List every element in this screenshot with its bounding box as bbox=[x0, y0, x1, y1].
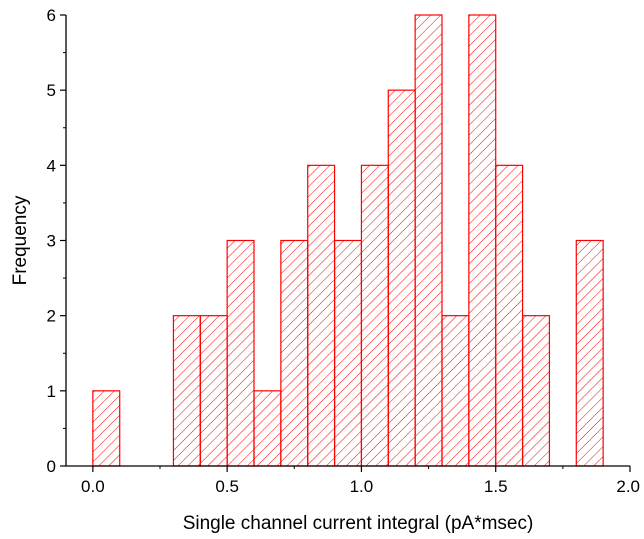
x-tick-label-1: 0.5 bbox=[215, 477, 239, 496]
bars-group bbox=[92, 14, 604, 467]
x-tick-label-0: 0.0 bbox=[81, 477, 105, 496]
y-tick-label-4: 4 bbox=[47, 156, 56, 175]
y-tick-label-6: 6 bbox=[47, 6, 56, 25]
y-tick-label-3: 3 bbox=[47, 232, 56, 251]
histogram-bar-4 bbox=[199, 315, 228, 467]
y-tick-label-0: 0 bbox=[47, 457, 56, 476]
histogram-bar-7 bbox=[280, 239, 309, 467]
histogram-bar-3 bbox=[172, 315, 201, 467]
ticks-group: 0 1 2 3 4 5 6 0.0 0.5 1.0 1.5 2.0 bbox=[47, 6, 640, 496]
x-tick-label-4: 2.0 bbox=[616, 477, 640, 496]
histogram-bar-14 bbox=[468, 14, 497, 467]
histogram-bar-8 bbox=[307, 164, 336, 467]
histogram-bar-6 bbox=[253, 390, 282, 467]
histogram-bar-10 bbox=[360, 164, 389, 467]
y-tick-label-1: 1 bbox=[47, 382, 56, 401]
y-axis-label: Frequency bbox=[10, 195, 31, 285]
histogram-bar-16 bbox=[521, 315, 551, 467]
histogram-bar-5 bbox=[226, 239, 255, 467]
x-tick-label-2: 1.0 bbox=[350, 477, 374, 496]
histogram-bar-11 bbox=[387, 89, 416, 467]
y-tick-label-2: 2 bbox=[47, 307, 56, 326]
x-tick-label-3: 1.5 bbox=[484, 477, 508, 496]
histogram-bar-9 bbox=[333, 239, 363, 467]
histogram-bar-0 bbox=[92, 390, 121, 467]
histogram-bar-13 bbox=[441, 315, 470, 467]
histogram-bar-15 bbox=[495, 164, 524, 467]
histogram-bar-18 bbox=[575, 239, 604, 467]
y-tick-label-5: 5 bbox=[47, 81, 56, 100]
histogram-bar-12 bbox=[414, 14, 443, 467]
x-axis-label: Single channel current integral (pA*msec… bbox=[183, 513, 534, 534]
